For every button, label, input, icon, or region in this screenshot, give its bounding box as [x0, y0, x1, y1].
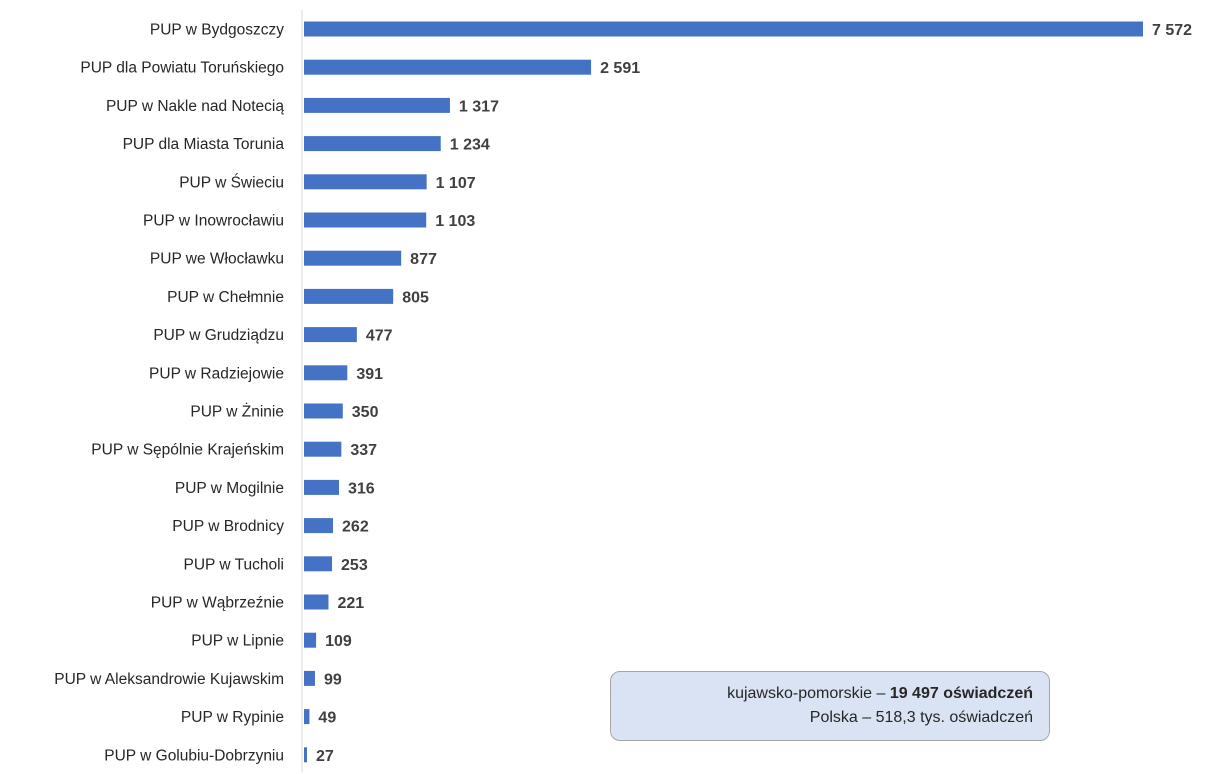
value-label: 262: [342, 519, 369, 536]
category-label: PUP w Bydgoszczy: [150, 22, 284, 39]
bar: [304, 251, 401, 266]
value-label: 109: [325, 633, 352, 650]
category-label: PUP dla Miasta Torunia: [123, 136, 285, 153]
category-label: PUP w Aleksandrowie Kujawskim: [54, 671, 284, 688]
category-label: PUP w Chełmnie: [167, 289, 284, 306]
value-label: 49: [318, 710, 336, 727]
category-label: PUP w Inowrocławiu: [143, 213, 284, 230]
summary-region-line: kujawsko-pomorskie – 19 497 oświadczeń: [611, 682, 1033, 706]
bar: [304, 174, 427, 189]
bar: [304, 442, 341, 457]
category-label: PUP w Brodnicy: [172, 518, 284, 535]
summary-box: kujawsko-pomorskie – 19 497 oświadczeń P…: [610, 671, 1050, 741]
value-label: 1 103: [435, 213, 475, 230]
category-label: PUP w Rypinie: [181, 709, 284, 726]
category-label: PUP w Lipnie: [191, 633, 284, 650]
value-label: 805: [402, 289, 429, 306]
category-label: PUP w Świeciu: [179, 173, 284, 191]
value-label: 477: [366, 328, 393, 345]
summary-poland-line: Polska – 518,3 tys. oświadczeń: [611, 706, 1033, 730]
value-label: 1 317: [459, 98, 499, 115]
bar: [304, 633, 316, 648]
value-label: 337: [350, 442, 377, 459]
value-label: 350: [352, 404, 379, 421]
category-label: PUP w Mogilnie: [175, 480, 284, 497]
value-label: 99: [324, 671, 342, 688]
value-label: 1 107: [436, 175, 476, 192]
bar: [304, 60, 591, 75]
category-label: PUP w Żninie: [190, 403, 284, 421]
bar: [304, 22, 1143, 37]
bar: [304, 671, 315, 686]
value-label: 316: [348, 480, 375, 497]
bar: [304, 136, 441, 151]
category-label: PUP we Włocławku: [150, 251, 284, 268]
summary-region-value: 19 497 oświadczeń: [890, 685, 1033, 702]
value-label: 391: [356, 366, 383, 383]
category-label: PUP w Grudziądzu: [153, 327, 284, 344]
bars-layer: PUP w Bydgoszczy 7 572 PUP dla Powiatu Tor…: [54, 22, 1192, 765]
bar: [304, 404, 343, 419]
value-label: 253: [341, 557, 368, 574]
value-label: 7 572: [1152, 22, 1192, 39]
bar: [304, 289, 393, 304]
category-label: PUP w Tucholi: [183, 556, 284, 573]
value-label: 1 234: [450, 137, 490, 154]
value-label: 877: [410, 251, 437, 268]
category-label: PUP dla Powiatu Toruńskiego: [80, 60, 284, 77]
bar: [304, 556, 332, 571]
value-label: 2 591: [600, 60, 640, 77]
bar: [304, 518, 333, 533]
bar: [304, 709, 309, 724]
category-label: PUP w Golubiu-Dobrzyniu: [104, 747, 284, 764]
value-label: 221: [337, 595, 364, 612]
category-label: PUP w Nakle nad Notecią: [106, 98, 284, 115]
category-label: PUP w Wąbrzeźnie: [151, 595, 284, 612]
value-label: 27: [316, 748, 334, 765]
bar: [304, 747, 307, 762]
category-label: PUP w Radziejowie: [149, 365, 284, 382]
bar: [304, 365, 347, 380]
category-label: PUP w Sępólnie Krajeńskim: [91, 442, 284, 459]
bar: [304, 595, 328, 610]
bar: [304, 327, 357, 342]
bar: [304, 480, 339, 495]
summary-region-prefix: kujawsko-pomorskie –: [727, 685, 890, 702]
bar: [304, 213, 426, 228]
bar: [304, 98, 450, 113]
